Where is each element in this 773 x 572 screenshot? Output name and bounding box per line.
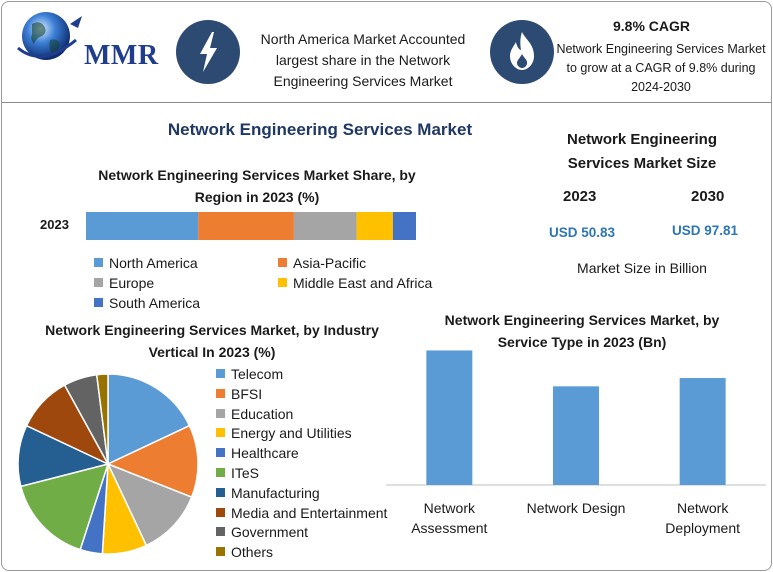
legend-swatch [216, 369, 225, 378]
legend-swatch [94, 298, 103, 307]
industry-pie-chart [17, 373, 199, 555]
pie-slice-bfsi [106, 424, 199, 499]
market-size-note: Market Size in Billion [577, 260, 707, 276]
highlight-north-america: North America Market Accounted largest s… [260, 31, 466, 89]
legend-label: Healthcare [231, 445, 299, 462]
pie-slice-ites [19, 462, 110, 551]
pie-slice-education [106, 462, 193, 547]
industry-legend-ites: ITeS [216, 464, 259, 482]
industry-chart-title: Network Engineering Services Market, by … [45, 322, 379, 360]
market-size-year-2023: 2023 [563, 188, 597, 205]
main-title: Network Engineering Services Market [167, 120, 473, 139]
legend-swatch [216, 527, 225, 537]
legend-swatch [216, 428, 225, 438]
region-legend-south-america: South America [94, 294, 200, 312]
legend-swatch [216, 448, 225, 458]
bar-network-assessment [426, 350, 473, 485]
region-legend-asia-pacific: Asia-Pacific [278, 254, 366, 272]
legend-swatch [216, 408, 225, 418]
legend-label: ITeS [231, 465, 260, 481]
legend-label: Europe [109, 275, 155, 291]
industry-legend-energy-and-utilities: Energy and Utilities [216, 424, 352, 442]
market-size-value-2030: USD 97.81 [672, 223, 739, 238]
region-segment-north-america [86, 212, 199, 240]
legend-swatch [216, 507, 225, 517]
legend-swatch [216, 487, 225, 497]
legend-swatch [278, 278, 287, 287]
pie-slice-telecom [107, 373, 191, 466]
industry-legend-telecom: Telecom [216, 365, 283, 383]
market-size-title: Network Engineering Services Market Size [566, 131, 718, 172]
region-legend-middle-east-and-africa: Middle East and Africa [278, 274, 432, 292]
region-chart-title: Network Engineering Services Market Shar… [98, 167, 416, 205]
legend-label: Asia-Pacific [293, 255, 367, 271]
service-bar-chart [386, 350, 766, 486]
legend-swatch [216, 388, 225, 398]
legend-label: Government [231, 524, 309, 541]
legend-label: Telecom [231, 366, 284, 382]
legend-swatch [278, 258, 287, 267]
market-size-year-2030: 2030 [691, 188, 725, 205]
legend-swatch [94, 278, 103, 287]
industry-legend-others: Others [216, 543, 273, 561]
cagr-description: Network Engineering Services Market to g… [556, 42, 766, 94]
lightning-bolt-icon [176, 20, 240, 84]
industry-legend-media-and-entertainment: Media and Entertainment [216, 504, 387, 522]
region-stacked-bar [86, 212, 416, 240]
legend-swatch [216, 547, 225, 557]
service-chart-title: Network Engineering Services Market, by … [444, 312, 720, 350]
legend-label: Middle East and Africa [293, 275, 433, 291]
legend-swatch [94, 258, 103, 267]
logo-text: MMR [84, 40, 159, 71]
region-segment-asia-pacific [198, 212, 294, 240]
legend-label: BFSI [231, 385, 263, 402]
legend-label: Others [231, 544, 274, 561]
region-legend-north-america: North America [94, 254, 198, 272]
globe-logo-icon [17, 12, 82, 60]
legend-label: North America [109, 255, 198, 271]
legend-label: Manufacturing [231, 484, 320, 501]
pie-slice-others [95, 373, 109, 465]
bar-network-deployment [679, 378, 726, 485]
x-tick-label-network-assessment: Network Assessment [411, 500, 488, 536]
cagr-title: 9.8% CAGR [612, 18, 691, 34]
legend-swatch [216, 468, 225, 477]
industry-legend-healthcare: Healthcare [216, 444, 299, 462]
market-size-value-2023: USD 50.83 [549, 225, 616, 240]
industry-legend-bfsi: BFSI [216, 385, 262, 403]
legend-label: South America [109, 295, 201, 311]
bar-network-design [553, 386, 599, 485]
region-legend-europe: Europe [94, 274, 154, 292]
header-divider [2, 102, 771, 103]
mmr-logo: MMR [12, 10, 162, 72]
industry-legend-education: Education [216, 405, 293, 423]
region-segment-europe [293, 212, 357, 240]
x-tick-label-network-deployment: Network Deployment [665, 500, 740, 536]
legend-label: Media and Entertainment [231, 504, 388, 521]
industry-legend-manufacturing: Manufacturing [216, 484, 320, 502]
region-segment-south-america [392, 212, 416, 240]
region-chart-year-label: 2023 [40, 217, 69, 232]
industry-legend-government: Government [216, 523, 308, 541]
region-segment-middle-east-and-africa [356, 212, 393, 240]
flame-icon [490, 20, 554, 84]
x-tick-label-network-design: Network Design [526, 500, 626, 516]
legend-label: Energy and Utilities [231, 425, 352, 442]
legend-label: Education [231, 405, 294, 422]
